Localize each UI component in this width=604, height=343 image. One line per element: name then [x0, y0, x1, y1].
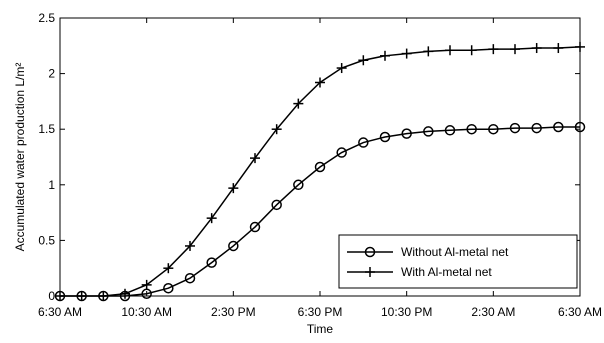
x-tick-label: 2:30 PM [211, 305, 256, 319]
data-point-plus [315, 77, 325, 88]
data-point-plus [76, 291, 87, 301]
data-point-circle [163, 282, 174, 294]
data-point-circle [509, 122, 521, 134]
data-point-circle [488, 123, 499, 135]
x-tick-label: 6:30 PM [298, 305, 343, 319]
data-point-plus [185, 240, 195, 251]
data-point-plus [141, 279, 152, 290]
data-point-plus [380, 50, 390, 61]
legend-label-without: Without Al-metal net [401, 245, 509, 259]
y-tick-label: 2.5 [38, 11, 55, 25]
data-point-circle [184, 272, 196, 284]
data-point-circle [206, 257, 217, 268]
data-point-plus [488, 44, 499, 55]
legend-box [338, 234, 578, 289]
data-point-plus [531, 43, 542, 54]
y-tick-label: 0.5 [38, 233, 55, 247]
y-tick-label: 0 [48, 289, 55, 303]
data-point-plus [423, 46, 434, 57]
series-line-0 [60, 126, 580, 297]
data-point-circle [401, 128, 412, 139]
data-point-circle [444, 125, 456, 136]
legend: Without Al-metal net With Al-metal net [338, 234, 578, 289]
data-point-circle [358, 137, 369, 148]
data-point-plus [358, 55, 369, 66]
legend-marker-plus [365, 267, 375, 277]
data-point-plus [336, 63, 347, 74]
data-point-plus [271, 124, 282, 135]
series-layer [54, 41, 586, 302]
x-tick-label: 6:30 AM [38, 305, 82, 319]
data-point-circle [336, 147, 347, 158]
x-tick-label: 2:30 AM [471, 305, 515, 319]
data-point-circle [574, 121, 586, 133]
data-point-plus [553, 43, 564, 54]
data-point-plus [120, 288, 130, 299]
x-axis-label: Time [307, 322, 334, 336]
data-point-plus [206, 213, 217, 224]
data-point-plus [575, 41, 585, 52]
data-point-circle [249, 221, 261, 233]
data-point-plus [293, 98, 304, 109]
data-point-plus [401, 48, 412, 59]
data-point-circle [423, 126, 434, 137]
data-point-plus [466, 45, 477, 56]
data-point-plus [510, 44, 520, 55]
data-point-plus [445, 45, 455, 56]
data-point-circle [553, 121, 564, 133]
x-tick-label: 10:30 PM [381, 305, 432, 319]
data-point-circle [271, 199, 282, 211]
data-point-plus [250, 153, 260, 164]
data-point-plus [55, 291, 65, 301]
data-point-plus [98, 291, 109, 301]
data-point-circle [379, 131, 391, 143]
data-point-circle [314, 161, 326, 173]
y-tick-label: 1 [48, 178, 55, 192]
data-point-circle [466, 123, 477, 135]
data-point-circle [228, 240, 239, 252]
data-point-plus [163, 263, 174, 274]
data-point-circle [293, 179, 304, 191]
y-axis-label: Accumulated water production L/m² [13, 63, 27, 252]
y-tick-label: 2 [48, 67, 55, 81]
y-tick-label: 1.5 [38, 122, 55, 136]
x-tick-label: 6:30 AM [558, 305, 602, 319]
legend-marker-circle [364, 246, 376, 258]
data-point-circle [531, 122, 542, 134]
data-point-plus [228, 183, 239, 194]
x-tick-label: 10:30 AM [121, 305, 172, 319]
legend-label-with: With Al-metal net [401, 265, 492, 279]
